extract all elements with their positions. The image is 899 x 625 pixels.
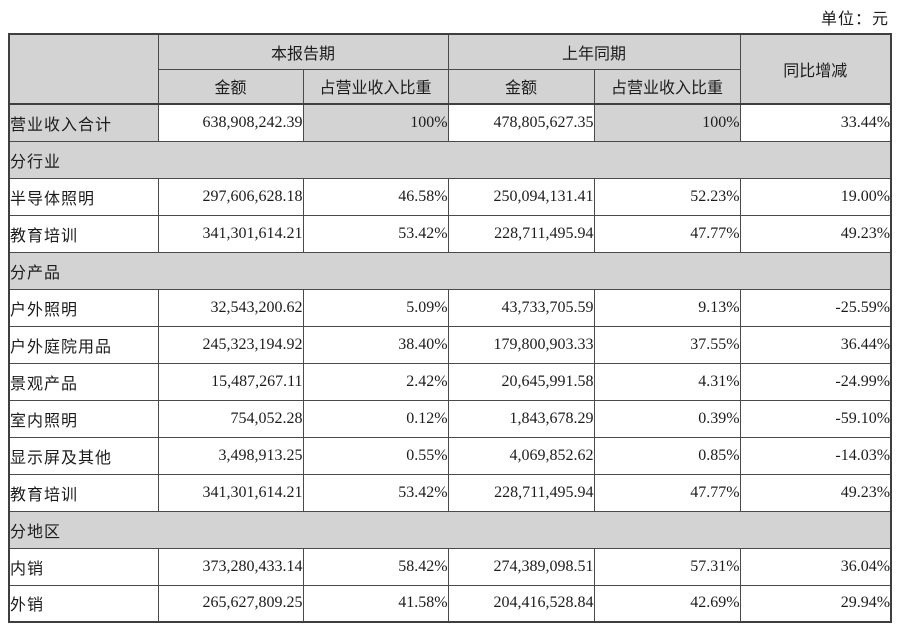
header-row-measures: 金额 占营业收入比重 金额 占营业收入比重 (9, 68, 891, 105)
table-header: 本报告期 上年同期 同比增减 金额 占营业收入比重 金额 占营业收入比重 (8, 33, 892, 105)
prior-amount-cell: 43,733,705.59 (447, 288, 595, 327)
current-amount-cell: 341,301,614.21 (157, 473, 304, 512)
row-label: 教育培训 (8, 473, 159, 512)
col-header-prior-amount: 金额 (447, 68, 595, 105)
col-header-prior-ratio: 占营业收入比重 (593, 68, 741, 105)
prior-amount-cell: 228,711,495.94 (447, 214, 595, 253)
section-label: 分产品 (8, 251, 892, 290)
current-ratio-cell: 46.58% (302, 177, 449, 216)
prior-amount-cell: 478,805,627.35 (447, 103, 595, 142)
prior-ratio-cell: 42.69% (593, 584, 741, 623)
row-label: 营业收入合计 (8, 103, 159, 142)
table-row: 户外庭院用品 245,323,194.92 38.40% 179,800,903… (8, 325, 892, 364)
prior-amount-cell: 20,645,991.58 (447, 362, 595, 401)
section-label: 分行业 (8, 140, 892, 179)
current-ratio-cell: 100% (302, 103, 449, 142)
current-ratio-cell: 0.12% (302, 399, 449, 438)
current-amount-cell: 373,280,433.14 (157, 547, 304, 586)
row-label: 室内照明 (8, 399, 159, 438)
current-ratio-cell: 0.55% (302, 436, 449, 475)
prior-ratio-cell: 37.55% (593, 325, 741, 364)
prior-amount-cell: 1,843,678.29 (447, 399, 595, 438)
col-header-current-ratio: 占营业收入比重 (302, 68, 449, 105)
current-amount-cell: 265,627,809.25 (157, 584, 304, 623)
prior-ratio-cell: 0.85% (593, 436, 741, 475)
unit-label: 单位：元 (820, 11, 889, 28)
table-row: 教育培训 341,301,614.21 53.42% 228,711,495.9… (8, 214, 892, 253)
col-header-prior-period: 上年同期 (447, 33, 741, 70)
header-row-periods: 本报告期 上年同期 同比增减 (8, 33, 892, 105)
yoy-cell: -59.10% (739, 399, 892, 438)
col-header-yoy-change: 同比增减 (739, 33, 892, 105)
prior-ratio-cell: 57.31% (593, 547, 741, 586)
section-row-by-region: 分地区 (8, 510, 892, 549)
col-header-current-period: 本报告期 (157, 33, 449, 70)
prior-ratio-cell: 0.39% (593, 399, 741, 438)
current-ratio-cell: 38.40% (302, 325, 449, 364)
table-row: 室内照明 754,052.28 0.12% 1,843,678.29 0.39%… (8, 399, 892, 438)
prior-ratio-cell: 9.13% (593, 288, 741, 327)
table-row: 景观产品 15,487,267.11 2.42% 20,645,991.58 4… (8, 362, 892, 401)
table-row: 半导体照明 297,606,628.18 46.58% 250,094,131.… (8, 177, 892, 216)
prior-ratio-cell: 52.23% (593, 177, 741, 216)
yoy-cell: 29.94% (739, 584, 892, 623)
current-amount-cell: 297,606,628.18 (157, 177, 304, 216)
row-label: 户外照明 (8, 288, 159, 327)
section-row-by-product: 分产品 (8, 251, 892, 290)
current-amount-cell: 754,052.28 (157, 399, 304, 438)
prior-amount-cell: 179,800,903.33 (447, 325, 595, 364)
section-row-by-industry: 分行业 (8, 140, 892, 179)
section-label: 分地区 (8, 510, 892, 549)
table-row-total-revenue: 营业收入合计 638,908,242.39 100% 478,805,627.3… (8, 103, 892, 142)
revenue-breakdown-table: 本报告期 上年同期 同比增减 金额 占营业收入比重 金额 占营业收入比重 营业收… (8, 33, 893, 623)
prior-amount-cell: 4,069,852.62 (447, 436, 595, 475)
current-amount-cell: 341,301,614.21 (157, 214, 304, 253)
current-ratio-cell: 41.58% (302, 584, 449, 623)
row-label: 户外庭院用品 (8, 325, 159, 364)
table-row: 教育培训 341,301,614.21 53.42% 228,711,495.9… (8, 473, 892, 512)
corner-cell (8, 33, 159, 105)
table-row: 内销 373,280,433.14 58.42% 274,389,098.51 … (8, 547, 892, 586)
row-label: 内销 (8, 547, 159, 586)
current-ratio-cell: 53.42% (302, 473, 449, 512)
col-header-current-amount: 金额 (157, 68, 304, 105)
current-amount-cell: 245,323,194.92 (157, 325, 304, 364)
current-amount-cell: 15,487,267.11 (157, 362, 304, 401)
yoy-cell: 49.23% (739, 473, 892, 512)
prior-amount-cell: 274,389,098.51 (447, 547, 595, 586)
yoy-cell: -25.59% (739, 288, 892, 327)
table-row: 显示屏及其他 3,498,913.25 0.55% 4,069,852.62 0… (8, 436, 892, 475)
table-row: 户外照明 32,543,200.62 5.09% 43,733,705.59 9… (8, 288, 892, 327)
current-ratio-cell: 58.42% (302, 547, 449, 586)
yoy-cell: 49.23% (739, 214, 892, 253)
table-row: 外销 265,627,809.25 41.58% 204,416,528.84 … (8, 584, 892, 623)
current-ratio-cell: 5.09% (302, 288, 449, 327)
prior-ratio-cell: 47.77% (593, 214, 741, 253)
prior-amount-cell: 250,094,131.41 (447, 177, 595, 216)
prior-ratio-cell: 47.77% (593, 473, 741, 512)
prior-ratio-cell: 100% (593, 103, 741, 142)
yoy-cell: 33.44% (739, 103, 892, 142)
yoy-cell: -24.99% (739, 362, 892, 401)
row-label: 外销 (8, 584, 159, 623)
prior-amount-cell: 204,416,528.84 (447, 584, 595, 623)
prior-amount-cell: 228,711,495.94 (447, 473, 595, 512)
yoy-cell: 36.04% (739, 547, 892, 586)
row-label: 景观产品 (8, 362, 159, 401)
current-amount-cell: 32,543,200.62 (157, 288, 304, 327)
yoy-cell: 36.44% (739, 325, 892, 364)
prior-ratio-cell: 4.31% (593, 362, 741, 401)
current-amount-cell: 3,498,913.25 (157, 436, 304, 475)
row-label: 半导体照明 (8, 177, 159, 216)
current-amount-cell: 638,908,242.39 (157, 103, 304, 142)
table-body: 营业收入合计 638,908,242.39 100% 478,805,627.3… (8, 103, 892, 623)
current-ratio-cell: 2.42% (302, 362, 449, 401)
yoy-cell: -14.03% (739, 436, 892, 475)
yoy-cell: 19.00% (739, 177, 892, 216)
row-label: 显示屏及其他 (8, 436, 159, 475)
current-ratio-cell: 53.42% (302, 214, 449, 253)
row-label: 教育培训 (8, 214, 159, 253)
